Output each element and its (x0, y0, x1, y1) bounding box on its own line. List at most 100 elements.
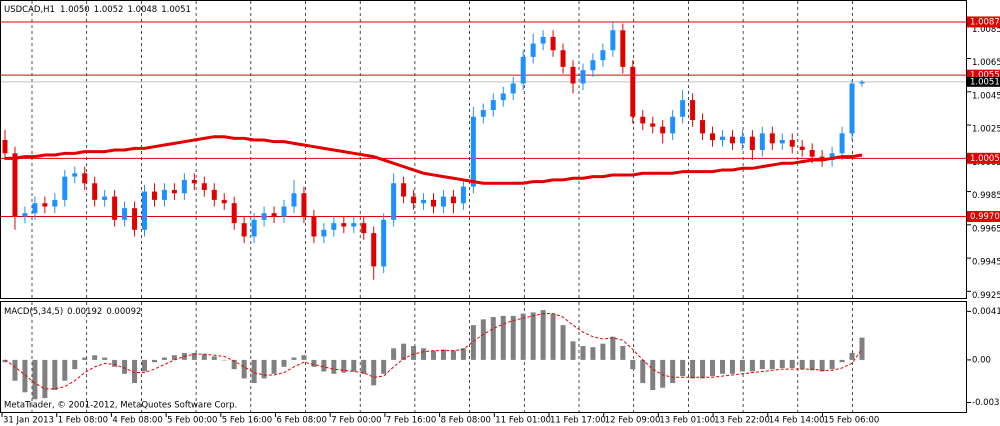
candle-body (391, 183, 397, 220)
candle-body (550, 36, 556, 51)
macd-bar (739, 359, 745, 372)
macd-bar (450, 350, 456, 360)
y-tick-label: 0.9985 (972, 191, 1000, 201)
level-label-box (967, 211, 1000, 223)
candle-body (540, 36, 546, 44)
x-tick-label: 1 Feb 08:00 (58, 416, 108, 426)
macd-bar (680, 359, 686, 377)
macd-bar (859, 337, 865, 360)
grid (31, 1, 853, 412)
candle-body (729, 136, 735, 144)
candle-body (779, 140, 785, 144)
macd-bar (530, 312, 536, 360)
macd-bar (620, 346, 626, 360)
x-tick-label: 11 Feb 01:00 (495, 416, 551, 426)
candle-body (201, 183, 207, 190)
y-tick-label: 1.0085 (972, 25, 1000, 35)
macd-bar (231, 359, 237, 370)
macd-bar (550, 313, 556, 360)
candle-body (82, 173, 88, 184)
macd-bar (490, 317, 496, 360)
moving-average (5, 135, 863, 185)
macd-bar (520, 313, 526, 360)
macd-bar (72, 359, 78, 370)
macd-value: 0.00192 (67, 307, 102, 317)
candle-body (719, 136, 725, 141)
candle-body (361, 223, 367, 234)
macd-bar (779, 359, 785, 368)
y-tick-label: 1.0045 (972, 91, 1000, 101)
low: 1.0048 (127, 5, 157, 15)
macd-bar (281, 359, 287, 367)
candle-body (700, 120, 706, 134)
macd-bar (480, 319, 486, 360)
candle-body (620, 30, 626, 67)
macd-bar (769, 359, 775, 370)
macd-bar (142, 359, 148, 372)
macd-bar (799, 359, 805, 370)
macd-bar (510, 315, 516, 360)
symbol: USDCAD,H1 (4, 5, 55, 15)
macd-bar (600, 343, 606, 360)
level-label: 0.9970 (970, 212, 1000, 222)
macd-bar (809, 359, 815, 371)
candle-body (739, 136, 745, 144)
candle-body (271, 213, 277, 217)
macd-bar (670, 359, 676, 384)
macd-bar (789, 359, 795, 368)
level-label-box (967, 152, 1000, 164)
macd-bar (221, 359, 227, 361)
macd-bar (470, 325, 476, 360)
macd-bar (92, 355, 98, 360)
candle-body (261, 213, 267, 220)
macd-bar (640, 359, 646, 384)
candle-body (849, 83, 855, 134)
macd-bar (650, 359, 656, 390)
macd-bar (610, 336, 616, 360)
macd-bar (32, 359, 38, 400)
candle-body (311, 216, 317, 237)
x-tick-label: 13 Feb 01:00 (659, 416, 715, 426)
macd-bar (261, 359, 267, 379)
candle-body (769, 133, 775, 144)
x-tick-label: 15 Feb 06:00 (824, 416, 880, 426)
signal-line (4, 313, 863, 390)
candle-body (231, 203, 237, 224)
close: 1.0051 (161, 5, 191, 15)
candle-body (749, 136, 755, 150)
macd-bar (361, 359, 367, 374)
macd-bar (271, 359, 277, 374)
candle-body (470, 116, 476, 187)
macd-bar (849, 352, 855, 360)
candle-body (590, 60, 596, 71)
x-tick-label: 5 Feb 00:00 (167, 416, 217, 426)
y-tick-label: -0.00368 (972, 398, 1000, 408)
candle-body (680, 100, 686, 117)
candle-body (520, 56, 526, 84)
macd-bar (102, 357, 108, 360)
open: 1.0050 (60, 5, 90, 15)
candle-body (122, 208, 128, 220)
macd-bar (819, 359, 825, 372)
macd-bar (351, 359, 357, 372)
candle-body (171, 189, 177, 194)
candle-body (431, 199, 436, 207)
macd-bar (421, 348, 427, 360)
y-tick-label: 1.0065 (972, 58, 1000, 68)
y-tick-label: 0.9945 (972, 258, 1000, 268)
macd-bar (291, 357, 297, 360)
candle-body (600, 50, 606, 61)
candle-body (331, 223, 337, 230)
main-panel-frame (0, 0, 967, 299)
macd-bar (590, 347, 596, 360)
x-tick-label: 13 Feb 22:00 (714, 416, 770, 426)
candle-body (500, 93, 506, 101)
macd-bar (191, 352, 197, 360)
candle-body (560, 50, 566, 67)
candle-body (829, 153, 835, 160)
macd-bar (690, 359, 696, 379)
macd-header: MACD(5,34,5) 0.00192 0.00092 (4, 307, 141, 317)
x-tick-label: 14 Feb 14:00 (769, 416, 825, 426)
